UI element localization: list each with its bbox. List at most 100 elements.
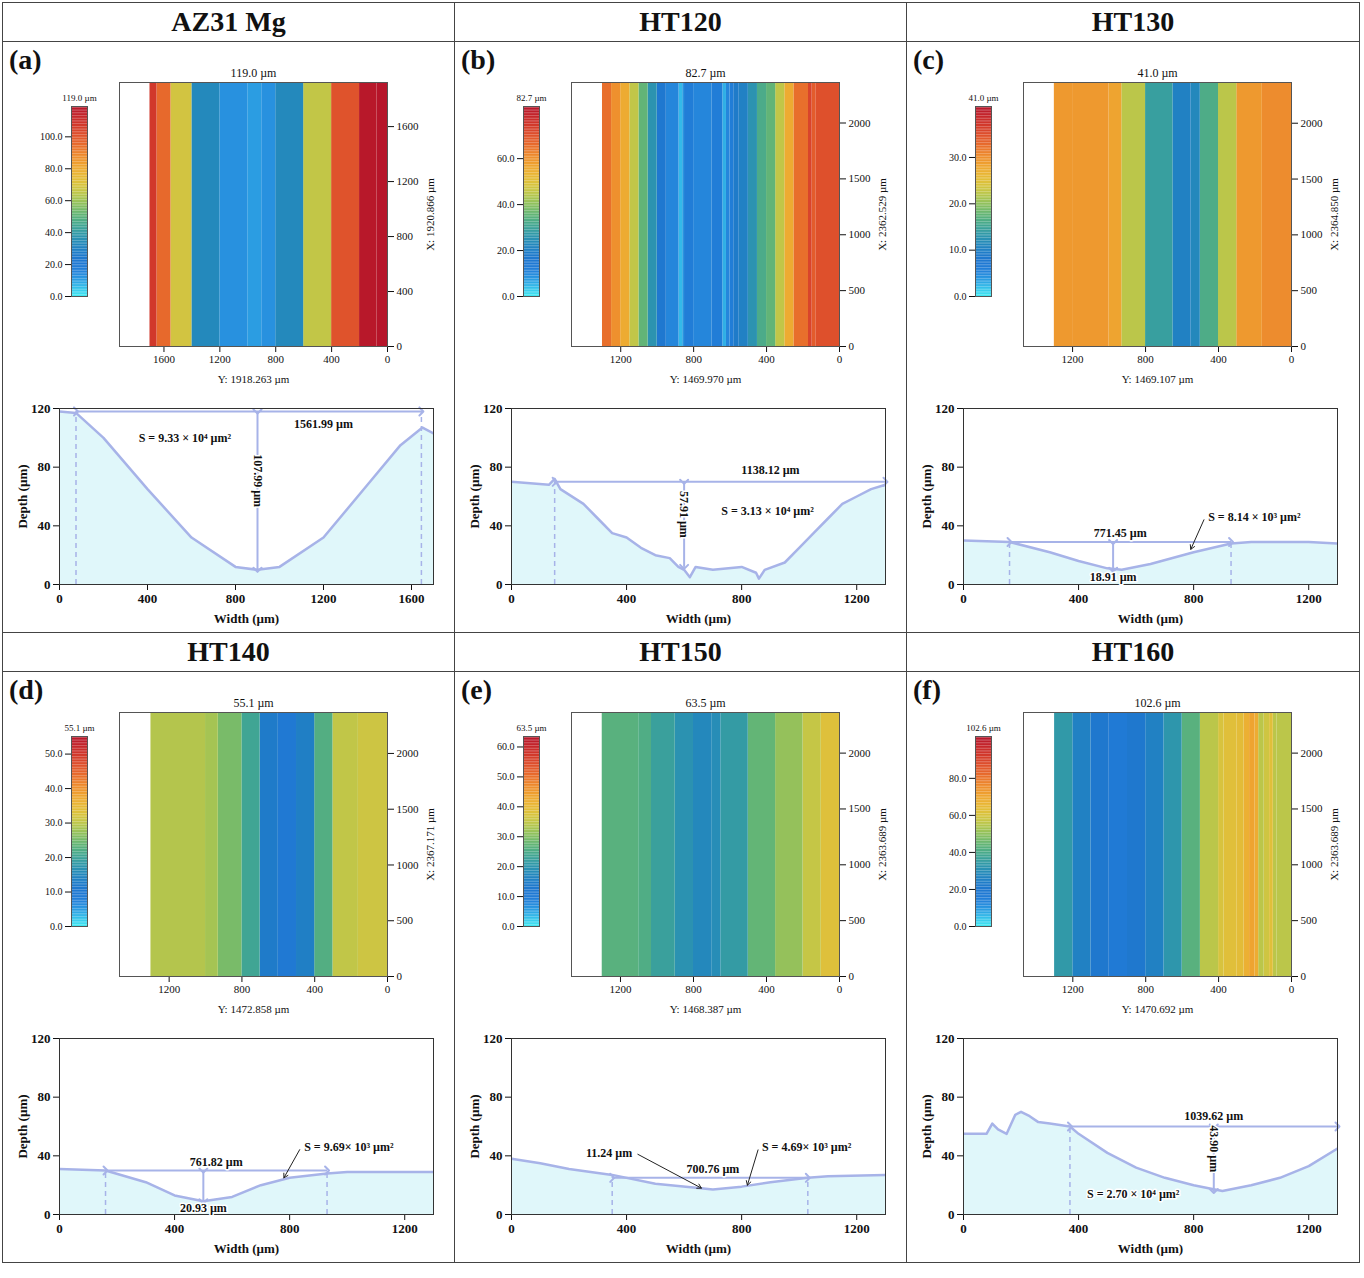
svg-text:0: 0 xyxy=(960,1221,967,1236)
svg-text:60.0: 60.0 xyxy=(497,741,515,752)
svg-text:55.1 µm: 55.1 µm xyxy=(64,723,94,733)
svg-text:400: 400 xyxy=(1069,591,1089,606)
svg-text:X: 2364.850 µm: X: 2364.850 µm xyxy=(1328,178,1340,251)
svg-text:400: 400 xyxy=(758,353,775,365)
svg-text:S = 8.14 × 10³ µm²: S = 8.14 × 10³ µm² xyxy=(1208,510,1301,524)
svg-text:800: 800 xyxy=(234,983,251,995)
svg-text:400: 400 xyxy=(617,591,637,606)
svg-text:0: 0 xyxy=(56,1221,63,1236)
svg-text:80: 80 xyxy=(942,1089,955,1104)
svg-text:400: 400 xyxy=(758,983,775,995)
svg-text:0: 0 xyxy=(837,983,843,995)
svg-text:Y: 1918.263 µm: Y: 1918.263 µm xyxy=(218,373,290,385)
svg-text:X: 2363.689 µm: X: 2363.689 µm xyxy=(876,808,888,881)
svg-text:1500: 1500 xyxy=(849,172,872,184)
svg-text:Y: 1468.387 µm: Y: 1468.387 µm xyxy=(670,1003,742,1015)
svg-text:1600: 1600 xyxy=(153,353,176,365)
svg-text:1000: 1000 xyxy=(1301,858,1324,870)
svg-text:80.0: 80.0 xyxy=(949,773,967,784)
svg-text:S = 9.33 × 10⁴ µm²: S = 9.33 × 10⁴ µm² xyxy=(139,431,232,445)
svg-text:0.0: 0.0 xyxy=(502,921,515,932)
svg-text:20.0: 20.0 xyxy=(949,884,967,895)
svg-text:1200: 1200 xyxy=(1062,983,1085,995)
svg-text:119.0 µm: 119.0 µm xyxy=(231,66,277,80)
svg-text:1200: 1200 xyxy=(1296,1221,1322,1236)
svg-text:0: 0 xyxy=(849,340,855,352)
svg-text:400: 400 xyxy=(323,353,340,365)
svg-text:20.0: 20.0 xyxy=(497,245,515,256)
svg-text:Y: 1469.107 µm: Y: 1469.107 µm xyxy=(1122,373,1194,385)
svg-text:1200: 1200 xyxy=(609,983,632,995)
svg-text:107.99 µm: 107.99 µm xyxy=(251,454,265,507)
svg-text:800: 800 xyxy=(1137,983,1154,995)
svg-text:Depth (µm): Depth (µm) xyxy=(15,1094,30,1158)
svg-text:0: 0 xyxy=(44,1207,51,1222)
svg-text:0: 0 xyxy=(1301,340,1307,352)
svg-text:50.0: 50.0 xyxy=(45,748,63,759)
svg-text:800: 800 xyxy=(685,983,702,995)
svg-text:800: 800 xyxy=(1137,353,1154,365)
svg-text:10.0: 10.0 xyxy=(45,886,63,897)
svg-text:1500: 1500 xyxy=(849,802,872,814)
svg-text:2000: 2000 xyxy=(1301,747,1324,759)
svg-text:Depth (µm): Depth (µm) xyxy=(15,464,30,528)
svg-text:60.0: 60.0 xyxy=(45,195,63,206)
svg-text:1000: 1000 xyxy=(1301,228,1324,240)
svg-text:1000: 1000 xyxy=(397,858,420,870)
svg-text:120: 120 xyxy=(483,1031,503,1046)
svg-text:800: 800 xyxy=(685,353,702,365)
svg-text:30.0: 30.0 xyxy=(45,817,63,828)
svg-text:80: 80 xyxy=(490,1089,503,1104)
svg-text:800: 800 xyxy=(1184,1221,1204,1236)
svg-text:100.0: 100.0 xyxy=(40,131,63,142)
svg-text:500: 500 xyxy=(1301,284,1318,296)
svg-text:57.91 µm: 57.91 µm xyxy=(677,491,691,538)
svg-text:40.0: 40.0 xyxy=(949,847,967,858)
svg-text:700.76 µm: 700.76 µm xyxy=(686,1162,739,1176)
svg-text:40.0: 40.0 xyxy=(497,199,515,210)
svg-text:1000: 1000 xyxy=(849,858,872,870)
svg-text:1200: 1200 xyxy=(610,353,633,365)
svg-text:120: 120 xyxy=(935,401,955,416)
svg-text:10.0: 10.0 xyxy=(949,244,967,255)
svg-text:800: 800 xyxy=(280,1221,300,1236)
svg-text:40: 40 xyxy=(490,1148,503,1163)
svg-text:400: 400 xyxy=(306,983,323,995)
svg-text:500: 500 xyxy=(1301,914,1318,926)
svg-text:1039.62 µm: 1039.62 µm xyxy=(1184,1109,1243,1123)
svg-text:82.7 µm: 82.7 µm xyxy=(516,93,546,103)
svg-text:0: 0 xyxy=(1289,983,1295,995)
svg-text:0: 0 xyxy=(1289,353,1295,365)
svg-text:50.0: 50.0 xyxy=(497,771,515,782)
svg-text:800: 800 xyxy=(397,230,414,242)
svg-text:40.0: 40.0 xyxy=(497,801,515,812)
svg-text:Depth (µm): Depth (µm) xyxy=(467,464,482,528)
svg-text:400: 400 xyxy=(1069,1221,1089,1236)
svg-text:400: 400 xyxy=(1210,983,1227,995)
svg-text:40.0: 40.0 xyxy=(45,783,63,794)
svg-text:S = 2.70 × 10⁴ µm²: S = 2.70 × 10⁴ µm² xyxy=(1087,1187,1180,1201)
svg-text:400: 400 xyxy=(165,1221,185,1236)
svg-text:20.0: 20.0 xyxy=(497,861,515,872)
svg-text:18.91 µm: 18.91 µm xyxy=(1090,570,1137,584)
svg-text:Width (µm): Width (µm) xyxy=(214,1241,279,1256)
svg-text:120: 120 xyxy=(483,401,503,416)
svg-text:X: 2362.529 µm: X: 2362.529 µm xyxy=(876,178,888,251)
svg-text:40: 40 xyxy=(38,1148,51,1163)
svg-text:1500: 1500 xyxy=(1301,802,1324,814)
svg-text:1200: 1200 xyxy=(392,1221,418,1236)
svg-text:2000: 2000 xyxy=(1301,117,1324,129)
svg-text:0: 0 xyxy=(508,591,515,606)
svg-text:800: 800 xyxy=(732,1221,752,1236)
svg-text:41.0 µm: 41.0 µm xyxy=(1137,66,1178,80)
svg-text:20.93 µm: 20.93 µm xyxy=(180,1201,227,1215)
svg-text:80.0: 80.0 xyxy=(45,163,63,174)
svg-text:1500: 1500 xyxy=(1301,173,1324,185)
svg-text:2000: 2000 xyxy=(849,747,872,759)
svg-text:20.0: 20.0 xyxy=(949,198,967,209)
svg-text:0: 0 xyxy=(960,591,967,606)
svg-text:0: 0 xyxy=(1301,970,1307,982)
svg-text:771.45 µm: 771.45 µm xyxy=(1094,526,1147,540)
svg-text:120: 120 xyxy=(935,1031,955,1046)
svg-text:800: 800 xyxy=(732,591,752,606)
